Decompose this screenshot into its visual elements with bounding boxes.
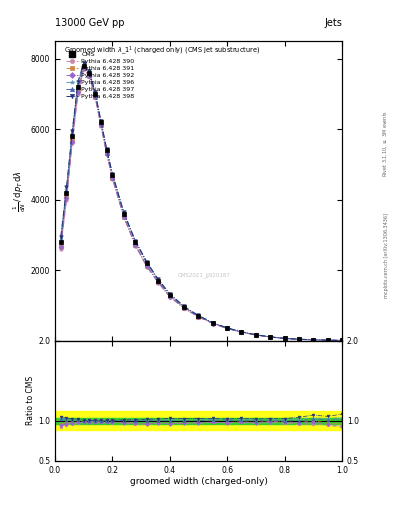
Text: 13000 GeV pp: 13000 GeV pp — [55, 18, 125, 28]
Text: Jets: Jets — [324, 18, 342, 28]
Legend: CMS, Pythia 6.428 390, Pythia 6.428 391, Pythia 6.428 392, Pythia 6.428 396, Pyt: CMS, Pythia 6.428 390, Pythia 6.428 391,… — [64, 50, 136, 101]
Text: mcplots.cern.ch [arXiv:1306.3436]: mcplots.cern.ch [arXiv:1306.3436] — [384, 214, 389, 298]
Text: Groomed width $\lambda\_1^1$ (charged only) (CMS jet substructure): Groomed width $\lambda\_1^1$ (charged on… — [64, 44, 260, 57]
Text: Rivet 3.1.10, $\geq$ 3M events: Rivet 3.1.10, $\geq$ 3M events — [382, 110, 389, 177]
Text: CMS2021_JJ920187: CMS2021_JJ920187 — [178, 272, 231, 278]
X-axis label: groomed width (charged-only): groomed width (charged-only) — [130, 477, 267, 486]
Y-axis label: $\frac{1}{\mathrm{d}N}\,/\,\mathrm{d}p_T\,\mathrm{d}\lambda$: $\frac{1}{\mathrm{d}N}\,/\,\mathrm{d}p_T… — [11, 170, 28, 212]
Y-axis label: Ratio to CMS: Ratio to CMS — [26, 376, 35, 425]
